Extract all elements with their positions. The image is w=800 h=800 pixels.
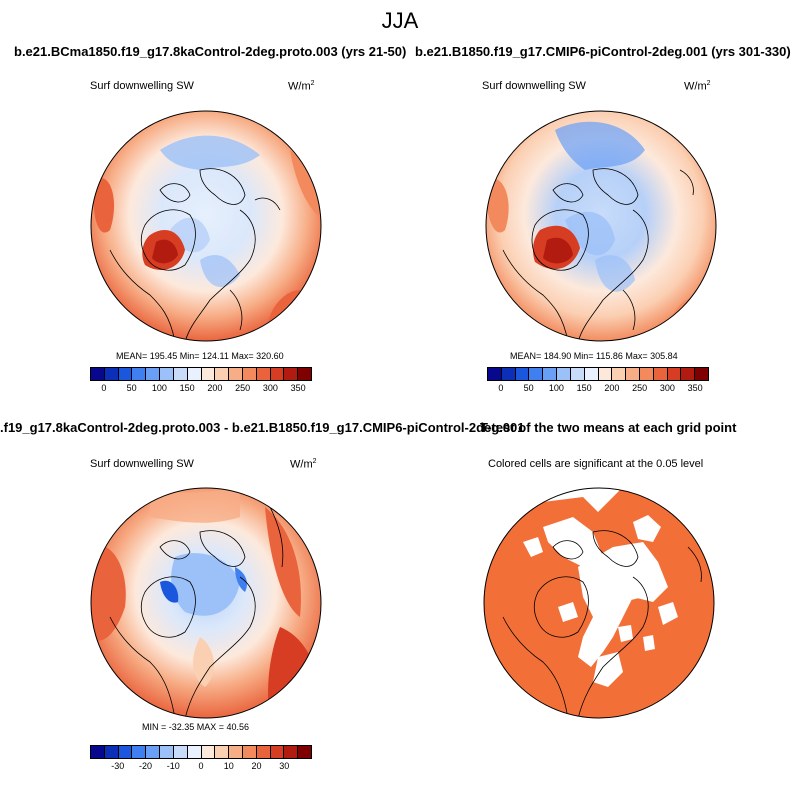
colorbar-swatch xyxy=(639,368,654,380)
colorbar-swatch xyxy=(284,368,299,380)
colorbar-label: 300 xyxy=(659,383,675,393)
colorbar-label: 300 xyxy=(262,383,278,393)
panel-1-units: W/m2 xyxy=(288,80,315,93)
panel-2-map xyxy=(485,110,717,342)
colorbar-swatch xyxy=(187,746,202,758)
colorbar-label: 250 xyxy=(632,383,648,393)
colorbar-swatch xyxy=(501,368,516,380)
colorbar-swatch xyxy=(132,746,147,758)
colorbar-swatch xyxy=(229,368,243,380)
panel-2-variable: Surf downwelling SW xyxy=(482,80,586,92)
colorbar-swatch xyxy=(681,368,696,380)
panel-1-variable: Surf downwelling SW xyxy=(90,80,194,92)
colorbar-swatch xyxy=(118,368,133,380)
colorbar-label: 150 xyxy=(576,383,592,393)
colorbar-swatch xyxy=(695,368,708,380)
colorbar-swatch xyxy=(653,368,668,380)
colorbar-boxes xyxy=(90,367,312,381)
colorbar-swatch xyxy=(187,368,202,380)
panel-2-title: b.e21.B1850.f19_g17.CMIP6-piControl-2deg… xyxy=(415,44,791,59)
colorbar-swatch xyxy=(256,746,271,758)
colorbar-swatch xyxy=(284,746,299,758)
panel-1-map xyxy=(90,110,322,342)
panel-4-map xyxy=(483,487,715,719)
colorbar-boxes xyxy=(487,367,709,381)
panel-1-stats: MEAN= 195.45 Min= 124.11 Max= 320.60 xyxy=(116,351,284,361)
colorbar-label: 350 xyxy=(290,383,306,393)
colorbar-swatch xyxy=(626,368,640,380)
panel-2-stats: MEAN= 184.90 Min= 115.86 Max= 305.84 xyxy=(510,351,678,361)
colorbar-label: -10 xyxy=(166,761,180,771)
colorbar-label: 0 xyxy=(498,383,504,393)
colorbar-label: 50 xyxy=(523,383,534,393)
colorbar-swatch xyxy=(215,746,230,758)
season-title: JJA xyxy=(381,8,419,33)
panel-4-subtitle: Colored cells are significant at the 0.0… xyxy=(488,458,704,470)
colorbar-swatch xyxy=(667,368,682,380)
colorbar-label: 0 xyxy=(198,761,204,771)
panel-3-map xyxy=(90,487,322,719)
colorbar-label: 150 xyxy=(179,383,195,393)
panel-1-colorbar: 0 50 100 150 200 250 300 350 xyxy=(90,367,312,395)
colorbar-labels: -30 -20 -10 0 10 20 30 xyxy=(90,759,312,773)
panel-1-title: b.e21.BCma1850.f19_g17.8kaControl-2deg.p… xyxy=(14,44,407,59)
colorbar-swatch xyxy=(242,746,257,758)
colorbar-swatch xyxy=(118,746,133,758)
colorbar-swatch xyxy=(91,746,105,758)
colorbar-label: 100 xyxy=(548,383,564,393)
colorbar-swatch xyxy=(173,368,188,380)
colorbar-boxes xyxy=(90,745,312,759)
colorbar-swatch xyxy=(270,746,285,758)
colorbar-swatch xyxy=(584,368,599,380)
colorbar-swatch xyxy=(612,368,627,380)
colorbar-swatch xyxy=(557,368,571,380)
colorbar-labels: 0 50 100 150 200 250 300 350 xyxy=(487,381,709,395)
colorbar-swatch xyxy=(570,368,585,380)
panel-3-colorbar: -30 -20 -10 0 10 20 30 xyxy=(90,745,312,773)
colorbar-swatch xyxy=(256,368,271,380)
colorbar-labels: 0 50 100 150 200 250 300 350 xyxy=(90,381,312,395)
colorbar-label: 250 xyxy=(235,383,251,393)
colorbar-swatch xyxy=(298,368,311,380)
colorbar-swatch xyxy=(201,368,216,380)
colorbar-label: 100 xyxy=(151,383,167,393)
colorbar-label: 10 xyxy=(223,761,234,771)
colorbar-label: 350 xyxy=(687,383,703,393)
colorbar-swatch xyxy=(146,368,161,380)
colorbar-swatch xyxy=(201,746,216,758)
colorbar-swatch xyxy=(298,746,311,758)
panel-4-title: T-test of the two means at each grid poi… xyxy=(480,420,737,435)
colorbar-swatch xyxy=(146,746,161,758)
panel-3-stats: MIN = -32.35 MAX = 40.56 xyxy=(142,722,250,732)
colorbar-swatch xyxy=(598,368,613,380)
colorbar-swatch xyxy=(173,746,188,758)
colorbar-label: 50 xyxy=(126,383,137,393)
colorbar-swatch xyxy=(515,368,530,380)
colorbar-label: 200 xyxy=(207,383,223,393)
colorbar-swatch xyxy=(104,368,119,380)
colorbar-label: 20 xyxy=(251,761,262,771)
colorbar-swatch xyxy=(104,746,119,758)
colorbar-swatch xyxy=(270,368,285,380)
colorbar-swatch xyxy=(215,368,230,380)
colorbar-label: -20 xyxy=(138,761,153,771)
panel-3-variable: Surf downwelling SW xyxy=(90,458,194,470)
colorbar-label: -30 xyxy=(111,761,125,771)
colorbar-swatch xyxy=(229,746,243,758)
panel-3-units: W/m2 xyxy=(290,458,317,471)
colorbar-swatch xyxy=(543,368,558,380)
colorbar-swatch xyxy=(160,746,174,758)
colorbar-label: 200 xyxy=(604,383,620,393)
colorbar-label: 30 xyxy=(279,761,290,771)
panel-3-title: .f19_g17.8kaControl-2deg.proto.003 - b.e… xyxy=(0,420,525,435)
colorbar-swatch xyxy=(160,368,174,380)
colorbar-label: 0 xyxy=(101,383,107,393)
colorbar-swatch xyxy=(242,368,257,380)
colorbar-swatch xyxy=(91,368,105,380)
colorbar-swatch xyxy=(132,368,147,380)
panel-2-colorbar: 0 50 100 150 200 250 300 350 xyxy=(487,367,709,395)
panel-2-units: W/m2 xyxy=(684,80,711,93)
colorbar-swatch xyxy=(529,368,544,380)
colorbar-swatch xyxy=(488,368,502,380)
